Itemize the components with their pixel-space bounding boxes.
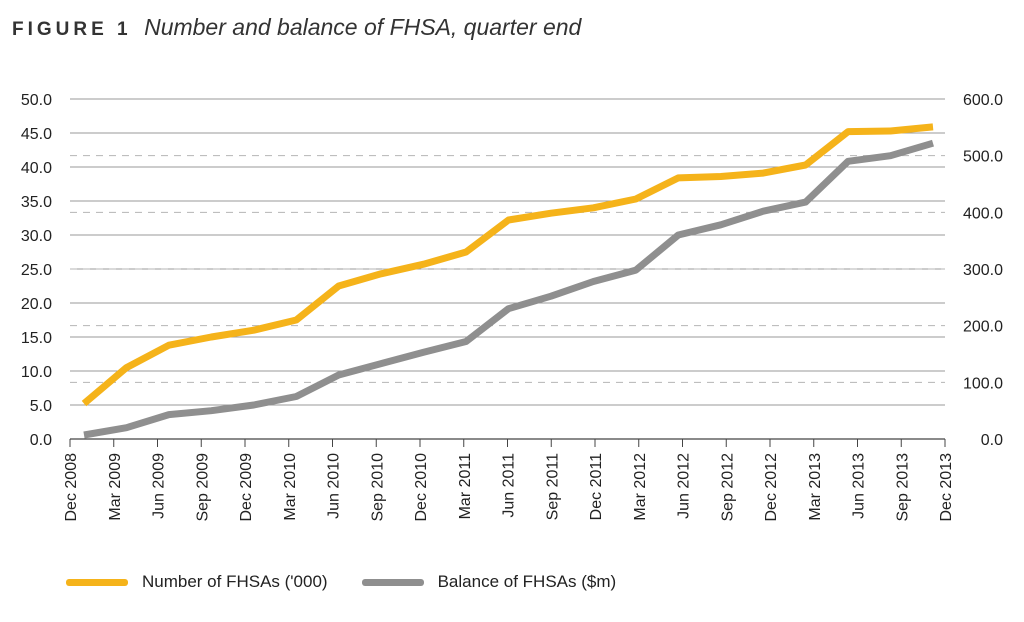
x-tick-label: Jun 2009 <box>151 453 168 519</box>
y-left-tick-label: 25.0 <box>21 262 52 279</box>
axes: 0.0 5.0 10.0 15.0 20.0 25.0 30.0 35.0 40.0 45.0 50… <box>21 92 1003 522</box>
x-tick-label: Mar 2010 <box>282 453 299 521</box>
series-lines <box>81 123 934 439</box>
x-tick-label: Jun 2012 <box>676 453 693 519</box>
y-right-tick-label: 400.0 <box>963 205 1003 222</box>
y-left-tick-label: 30.0 <box>21 228 52 245</box>
figure-label: FIGURE 1 <box>12 19 132 40</box>
y-right-tick-label: 600.0 <box>963 92 1003 109</box>
x-tick-label: Jun 2013 <box>851 453 868 519</box>
x-tick-label: Mar 2012 <box>632 453 649 521</box>
y-left-tick-label: 50.0 <box>21 92 52 109</box>
legend-label-number: Number of FHSAs ('000) <box>142 572 328 591</box>
y-left-tick-label: 35.0 <box>21 194 52 211</box>
legend-swatch-number <box>66 578 128 586</box>
x-tick-label: Jun 2011 <box>501 453 518 518</box>
x-tick-label: Sep 2009 <box>194 453 211 522</box>
x-tick-label: Mar 2011 <box>457 453 474 520</box>
grid-lines <box>70 98 945 440</box>
chart-legend: Number of FHSAs ('000) Balance of FHSAs … <box>66 572 650 592</box>
x-tick-label: Sep 2013 <box>894 453 911 522</box>
legend-item-balance: Balance of FHSAs ($m) <box>361 572 617 592</box>
y-right-tick-label: 100.0 <box>963 375 1003 392</box>
y-right-tick-label: 500.0 <box>963 149 1003 166</box>
y-left-tick-label: 20.0 <box>21 296 52 313</box>
x-tick-label: Dec 2010 <box>413 453 430 522</box>
x-tick-label: Dec 2011 <box>588 453 605 520</box>
y-right-tick-label: 0.0 <box>981 432 1003 449</box>
x-tick-label: Mar 2013 <box>807 453 824 521</box>
x-tick-label: Dec 2012 <box>763 453 780 522</box>
x-tick-label: Dec 2008 <box>63 453 80 522</box>
line-chart: 0.0 5.0 10.0 15.0 20.0 25.0 30.0 35.0 40.0 45.0 50… <box>21 92 1003 522</box>
legend-item-number: Number of FHSAs ('000) <box>66 572 328 592</box>
x-tick-label: Dec 2009 <box>238 453 255 522</box>
legend-label-balance: Balance of FHSAs ($m) <box>437 572 617 591</box>
y-left-tick-label: 10.0 <box>21 364 52 381</box>
y-left-tick-label: 45.0 <box>21 126 52 143</box>
chart-title: Number and balance of FHSA, quarter end <box>144 14 582 40</box>
x-tick-label: Sep 2012 <box>719 453 736 522</box>
series-line-number <box>81 123 934 407</box>
y-left-tick-label: 5.0 <box>30 398 52 415</box>
y-left-tick-label: 0.0 <box>30 432 52 449</box>
legend-swatch-balance <box>361 578 424 586</box>
y-right-tick-label: 300.0 <box>963 262 1003 279</box>
x-tick-label: Sep 2010 <box>369 453 386 522</box>
y-left-tick-label: 15.0 <box>21 330 52 347</box>
y-left-tick-label: 40.0 <box>21 160 52 177</box>
x-tick-label: Dec 2013 <box>938 453 955 522</box>
series-line-balance <box>83 139 934 439</box>
y-right-tick-label: 200.0 <box>963 319 1003 336</box>
x-tick-label: Sep 2011 <box>544 453 561 520</box>
chart-title-row: FIGURE 1 Number and balance of FHSA, qua… <box>12 14 581 41</box>
x-tick-label: Mar 2009 <box>107 453 124 521</box>
x-tick-label: Jun 2010 <box>326 453 343 519</box>
